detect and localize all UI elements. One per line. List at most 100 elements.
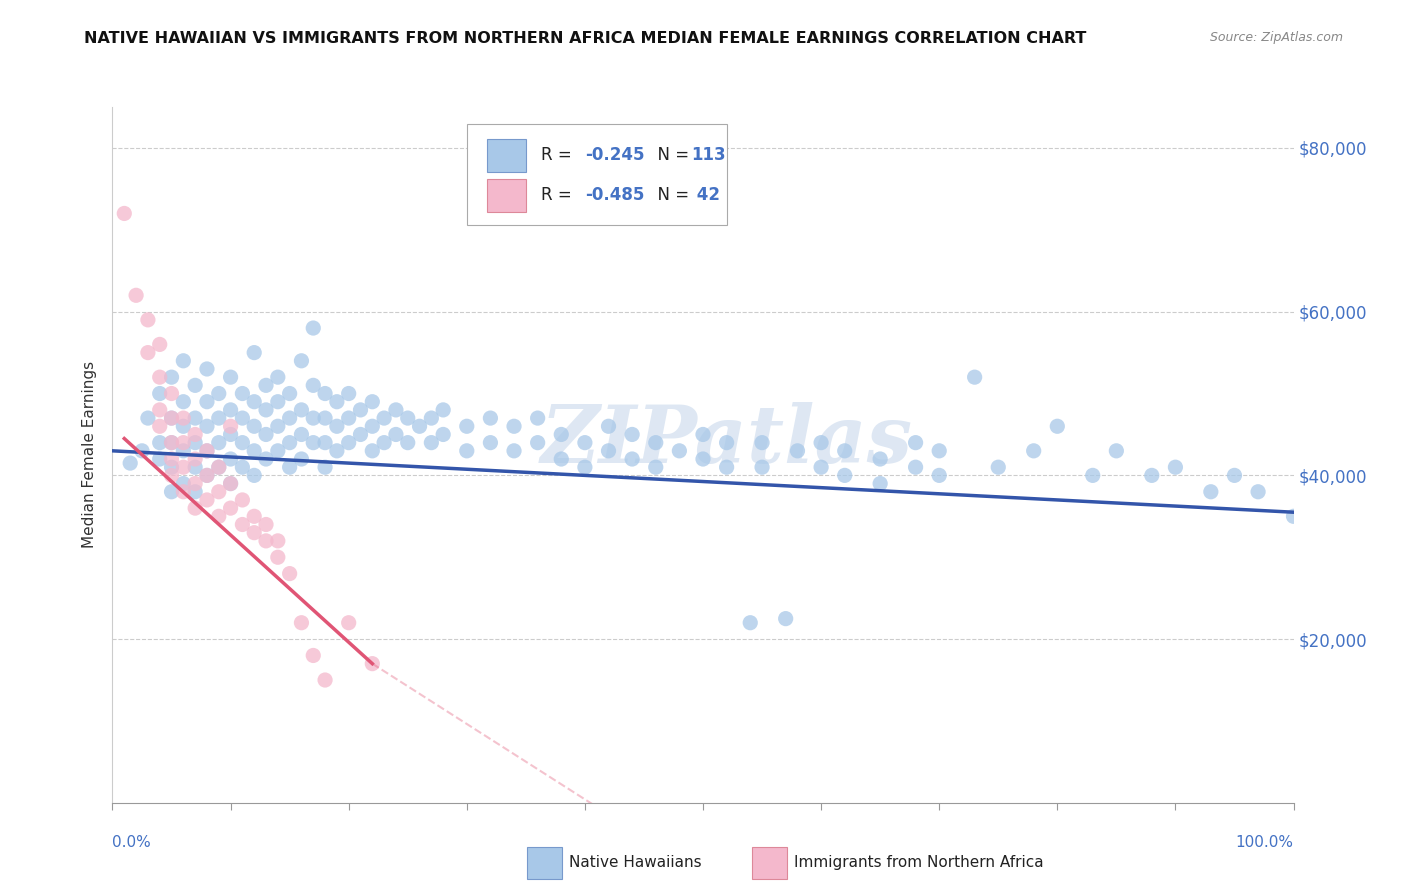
Point — [184, 435, 207, 450]
Text: 113: 113 — [692, 146, 725, 164]
Point — [184, 378, 207, 392]
Point — [172, 353, 194, 368]
Point — [420, 411, 443, 425]
Point — [219, 419, 242, 434]
Point — [1223, 468, 1246, 483]
Point — [1140, 468, 1163, 483]
Point — [621, 427, 644, 442]
Point — [716, 435, 738, 450]
Point — [550, 452, 572, 467]
Point — [314, 386, 336, 401]
Point — [243, 394, 266, 409]
Point — [149, 403, 172, 417]
Text: 100.0%: 100.0% — [1236, 836, 1294, 850]
Point — [987, 460, 1010, 475]
Point — [231, 386, 253, 401]
Point — [869, 452, 891, 467]
Point — [195, 394, 218, 409]
Point — [385, 403, 408, 417]
Point — [208, 460, 231, 475]
Point — [278, 386, 301, 401]
FancyBboxPatch shape — [486, 179, 526, 212]
Point — [692, 427, 714, 442]
Point — [526, 435, 548, 450]
Point — [302, 321, 325, 335]
Point — [160, 460, 183, 475]
Point — [1282, 509, 1305, 524]
Point — [149, 452, 172, 467]
Point — [219, 370, 242, 384]
Point — [160, 468, 183, 483]
Point — [740, 615, 762, 630]
Point — [326, 419, 349, 434]
Point — [810, 460, 832, 475]
Point — [254, 427, 277, 442]
Point — [208, 484, 231, 499]
Point — [373, 435, 395, 450]
Point — [302, 435, 325, 450]
Point — [254, 452, 277, 467]
Point — [254, 378, 277, 392]
Point — [219, 476, 242, 491]
Point — [219, 476, 242, 491]
Point — [1105, 443, 1128, 458]
Point — [195, 468, 218, 483]
Text: Source: ZipAtlas.com: Source: ZipAtlas.com — [1209, 31, 1343, 45]
Text: 42: 42 — [692, 186, 720, 204]
Point — [172, 411, 194, 425]
Point — [716, 460, 738, 475]
Point — [361, 443, 384, 458]
Point — [1164, 460, 1187, 475]
Point — [302, 648, 325, 663]
Point — [208, 509, 231, 524]
Point — [644, 460, 666, 475]
Point — [278, 460, 301, 475]
Point — [479, 435, 502, 450]
Point — [125, 288, 148, 302]
Point — [120, 456, 142, 470]
Point — [503, 419, 526, 434]
Point — [928, 443, 950, 458]
Point — [290, 452, 312, 467]
Point — [420, 435, 443, 450]
Point — [136, 313, 159, 327]
Text: Native Hawaiians: Native Hawaiians — [569, 855, 702, 870]
Point — [149, 370, 172, 384]
Point — [432, 427, 454, 442]
Point — [1247, 484, 1270, 499]
Point — [208, 460, 231, 475]
Point — [302, 411, 325, 425]
Point — [408, 419, 430, 434]
Point — [432, 403, 454, 417]
Point — [337, 411, 360, 425]
Text: Immigrants from Northern Africa: Immigrants from Northern Africa — [794, 855, 1045, 870]
Point — [326, 443, 349, 458]
Text: N =: N = — [648, 146, 695, 164]
Point — [834, 468, 856, 483]
Point — [136, 345, 159, 359]
Point — [131, 443, 153, 458]
Point — [208, 386, 231, 401]
Point — [267, 550, 290, 565]
Point — [361, 419, 384, 434]
Point — [208, 411, 231, 425]
Point — [172, 394, 194, 409]
Point — [598, 419, 620, 434]
Point — [574, 460, 596, 475]
Point — [278, 411, 301, 425]
Text: R =: R = — [541, 186, 578, 204]
Point — [314, 673, 336, 687]
Point — [172, 476, 194, 491]
Point — [254, 517, 277, 532]
Point — [184, 427, 207, 442]
Point — [219, 427, 242, 442]
Point — [136, 411, 159, 425]
Point — [668, 443, 690, 458]
Point — [231, 460, 253, 475]
Point — [526, 411, 548, 425]
Point — [692, 452, 714, 467]
Point — [361, 394, 384, 409]
Point — [184, 501, 207, 516]
Point — [869, 476, 891, 491]
Point — [621, 452, 644, 467]
